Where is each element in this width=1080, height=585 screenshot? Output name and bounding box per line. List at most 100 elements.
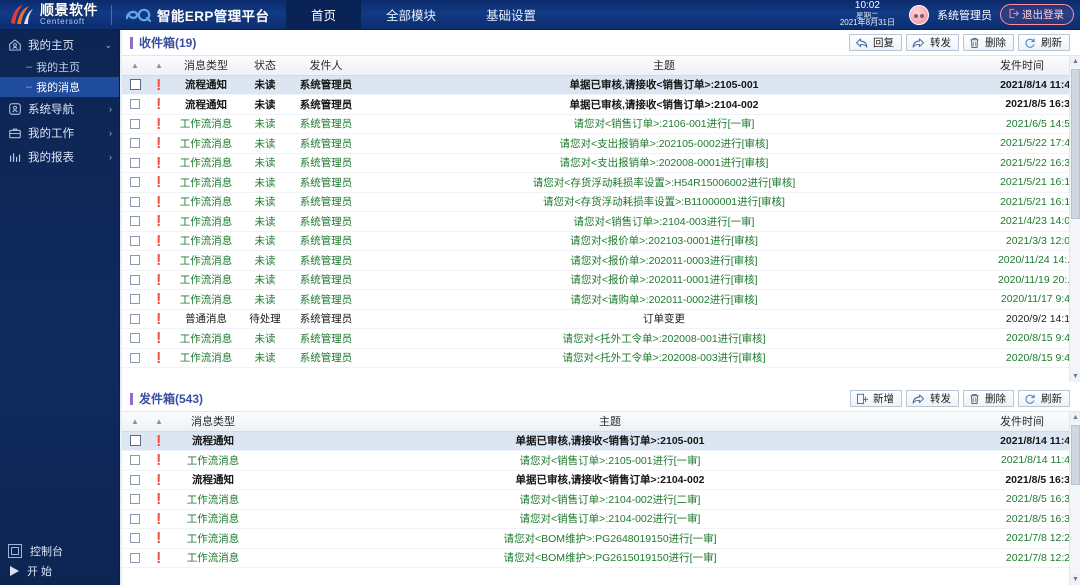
table-row[interactable]: ❗ 工作流消息 未读 系统管理员 请您对<支出报销单>:202105-0002进行[审核… (122, 133, 1080, 154)
topnav-item-all-modules[interactable]: 全部模块 (361, 0, 461, 29)
start-icon (10, 566, 19, 576)
table-row[interactable]: ❗ 工作流消息 未读 系统管理员 请您对<报价单>:202011-0003进行[审核] 2… (122, 250, 1080, 271)
outbox-col-type[interactable]: 消息类型 (170, 412, 256, 432)
inbox-scroll-thumb[interactable] (1071, 69, 1080, 219)
avatar[interactable] (909, 4, 929, 25)
table-row[interactable]: ❗ 工作流消息 未读 系统管理员 请您对<托外工令单>:202008-003进行[审核]… (122, 348, 1080, 368)
sidebar-console-label: 控制台 (30, 546, 63, 558)
sidebar-group-my-reports: 我的报表 › (0, 145, 119, 169)
table-row[interactable]: ❗ 工作流消息 请您对<销售订单>:2105-001进行[一审] 2021/8/14 … (122, 450, 1080, 471)
table-row[interactable]: ❗ 工作流消息 未读 系统管理员 请您对<报价单>:202103-0001进行[审核] 2… (122, 231, 1080, 251)
table-row[interactable]: ❗ 流程通知 未读 系统管理员 单据已审核,请接收<销售订单>:2105-001 2021… (122, 75, 1080, 95)
sidebar-item-my-work[interactable]: 我的工作 › (0, 121, 119, 145)
row-checkbox[interactable] (130, 455, 140, 466)
sidebar-subitem-my-home[interactable]: – 我的主页 (0, 57, 119, 77)
sidebar-item-my-reports[interactable]: 我的报表 › (0, 145, 119, 169)
table-row[interactable]: ❗ 工作流消息 未读 系统管理员 请您对<请购单>:202011-0002进行[审核] 2… (122, 289, 1080, 310)
row-checkbox[interactable] (130, 474, 140, 485)
row-checkbox[interactable] (129, 435, 141, 447)
row-checkbox[interactable] (130, 99, 140, 110)
inbox-col-time[interactable]: 发件时间 (964, 56, 1080, 76)
row-checkbox[interactable] (130, 333, 140, 344)
table-row[interactable]: ❗ 工作流消息 未读 系统管理员 请您对<存货浮动耗损率设置>:H54R15006002… (122, 172, 1080, 193)
reply-icon (855, 37, 868, 49)
inbox-reply-button[interactable]: 回复 (849, 34, 902, 51)
inbox-col-type[interactable]: 消息类型 (170, 56, 242, 76)
outbox-forward-button[interactable]: 转发 (906, 390, 959, 407)
inbox-forward-button[interactable]: 转发 (906, 34, 959, 51)
table-row[interactable]: ❗ 工作流消息 请您对<BOM维护>:PG2615019150进行[一审] 2021/… (122, 548, 1080, 568)
row-checkbox[interactable] (130, 157, 140, 168)
row-checkbox[interactable] (130, 235, 140, 246)
table-row[interactable]: ❗ 工作流消息 未读 系统管理员 请您对<销售订单>:2106-001进行[一审] 202… (122, 114, 1080, 134)
row-checkbox[interactable] (130, 552, 140, 563)
row-checkbox[interactable] (129, 79, 141, 91)
row-checkbox[interactable] (130, 138, 140, 149)
table-row[interactable]: ❗ 工作流消息 请您对<BOM维护>:PG2648019150进行[一审] 2021/… (122, 528, 1080, 549)
priority-flag-icon: ❗ (148, 270, 170, 290)
row-checkbox[interactable] (130, 255, 140, 266)
outbox-scroll-thumb[interactable] (1071, 425, 1080, 485)
priority-flag-icon: ❗ (148, 75, 170, 95)
sidebar-start-button[interactable]: 开 始 (0, 561, 119, 581)
sidebar-subitem-my-messages[interactable]: – 我的消息 (0, 77, 119, 97)
table-row[interactable]: ❗ 普通消息 待处理 系统管理员 订单变更 2020/9/2 14:15 (122, 309, 1080, 329)
outbox-col-time[interactable]: 发件时间 (964, 412, 1080, 432)
outbox-refresh-button[interactable]: 刷新 (1018, 390, 1070, 407)
outbox-delete-button[interactable]: 删除 (963, 390, 1014, 407)
scroll-up-icon[interactable]: ▲ (1070, 412, 1080, 423)
row-checkbox[interactable] (130, 294, 140, 305)
row-checkbox[interactable] (130, 313, 140, 324)
table-row[interactable]: ❗ 工作流消息 请您对<销售订单>:2104-002进行[一审] 2021/8/5 1… (122, 509, 1080, 529)
priority-flag-icon: ❗ (148, 153, 170, 173)
inbox-col-sender[interactable]: 发件人 (288, 56, 364, 76)
outbox-scrollbar[interactable]: ▲ ▼ (1069, 412, 1080, 585)
table-row[interactable]: ❗ 工作流消息 未读 系统管理员 请您对<报价单>:202011-0001进行[审核] 2… (122, 270, 1080, 290)
inbox-col-select[interactable]: ▲ (122, 56, 148, 76)
main-content: 收件箱(19) 回复 转发 (120, 30, 1080, 585)
priority-flag-icon: ❗ (148, 289, 170, 310)
outbox-new-button[interactable]: 新增 (850, 390, 902, 407)
inbox-reply-label: 回复 (873, 37, 894, 49)
scroll-down-icon[interactable]: ▼ (1070, 371, 1080, 382)
inbox-col-status[interactable]: 状态 (242, 56, 288, 76)
table-row[interactable]: ❗ 流程通知 单据已审核,请接收<销售订单>:2104-002 2021/8/5 16… (122, 470, 1080, 490)
table-row[interactable]: ❗ 流程通知 单据已审核,请接收<销售订单>:2105-001 2021/8/14 1… (122, 431, 1080, 451)
row-checkbox[interactable] (130, 513, 140, 524)
inbox-scrollbar[interactable]: ▲ ▼ (1069, 56, 1080, 382)
inbox-col-subject[interactable]: 主题 (364, 56, 964, 76)
table-row[interactable]: ❗ 工作流消息 未读 系统管理员 请您对<存货浮动耗损率设置>:B11000001进行[… (122, 192, 1080, 212)
logout-button[interactable]: 退出登录 (1000, 4, 1074, 25)
row-checkbox[interactable] (130, 196, 140, 207)
sidebar-item-system-nav[interactable]: 系统导航 › (0, 97, 119, 121)
row-checkbox[interactable] (130, 494, 140, 505)
topnav-item-home[interactable]: 首页 (286, 0, 362, 29)
topnav-item-basic-settings[interactable]: 基础设置 (461, 0, 561, 29)
table-row[interactable]: ❗ 工作流消息 请您对<销售订单>:2104-002进行[二审] 2021/8/5 1… (122, 489, 1080, 510)
outbox-col-priority[interactable]: ▲ (148, 412, 170, 432)
row-checkbox[interactable] (130, 216, 140, 227)
outbox-col-subject[interactable]: 主题 (256, 412, 964, 432)
row-checkbox[interactable] (130, 118, 140, 129)
row-checkbox[interactable] (130, 533, 140, 544)
scroll-up-icon[interactable]: ▲ (1070, 56, 1080, 67)
scroll-down-icon[interactable]: ▼ (1070, 574, 1080, 585)
table-row[interactable]: ❗ 工作流消息 未读 系统管理员 请您对<托外工令单>:202008-001进行[审核]… (122, 328, 1080, 349)
row-checkbox[interactable] (130, 274, 140, 285)
table-row[interactable]: ❗ 流程通知 未读 系统管理员 单据已审核,请接收<销售订单>:2104-002 2021… (122, 94, 1080, 115)
priority-flag-icon: ❗ (148, 328, 170, 349)
table-row[interactable]: ❗ 工作流消息 未读 系统管理员 请您对<销售订单>:2104-003进行[一审] 202… (122, 211, 1080, 232)
inbox-delete-label: 删除 (985, 37, 1006, 49)
row-checkbox[interactable] (130, 177, 140, 188)
outbox-panel: 发件箱(543) 新增 转发 (122, 386, 1080, 585)
outbox-grid: ▲ ▲ 消息类型 主题 发件时间 ❗ 流程通知 单据已审核,请接收<销售订单>:21… (122, 411, 1080, 585)
table-row[interactable]: ❗ 工作流消息 未读 系统管理员 请您对<支出报销单>:202008-0001进行[审核… (122, 153, 1080, 173)
sidebar-item-my-home[interactable]: 我的主页 ⌄ (0, 33, 119, 57)
inbox-refresh-button[interactable]: 刷新 (1018, 34, 1070, 51)
inbox-col-priority[interactable]: ▲ (148, 56, 170, 76)
outbox-col-select[interactable]: ▲ (122, 412, 148, 432)
row-checkbox[interactable] (130, 352, 140, 363)
outbox-title: 发件箱(543) (130, 392, 203, 405)
inbox-delete-button[interactable]: 删除 (963, 34, 1014, 51)
sidebar-console-button[interactable]: 控制台 (0, 541, 119, 561)
